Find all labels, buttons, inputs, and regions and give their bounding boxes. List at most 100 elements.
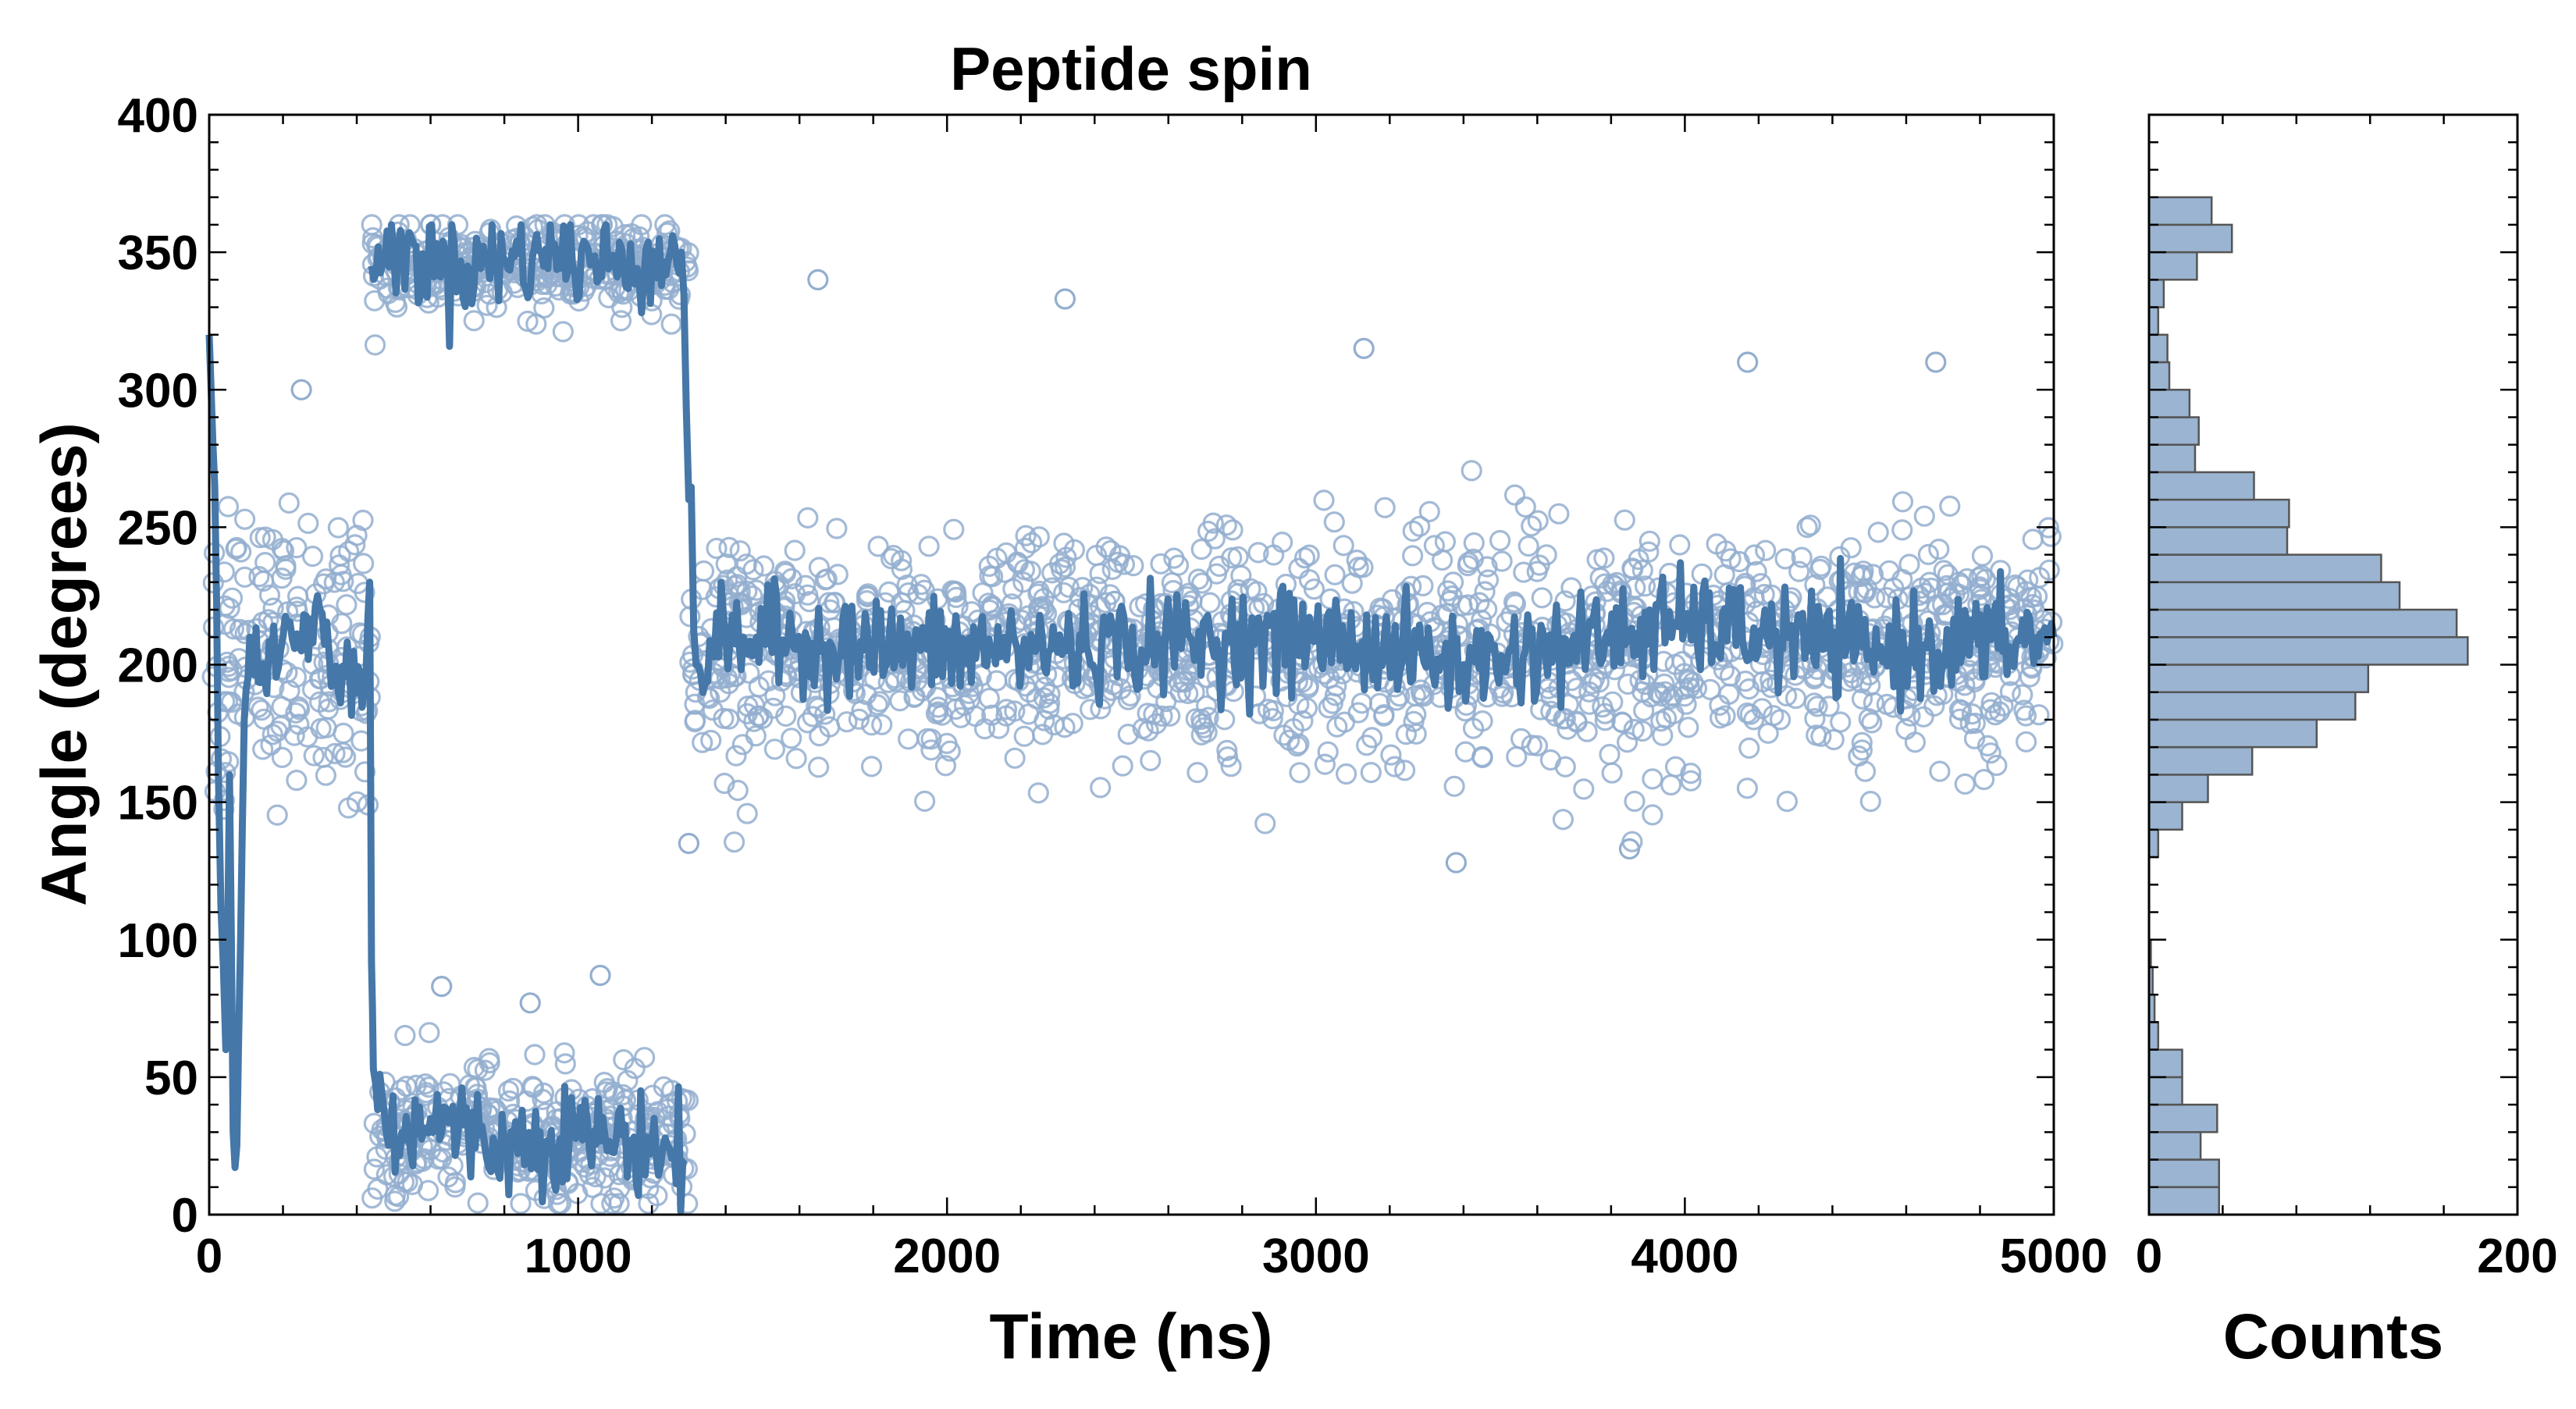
scatter-point <box>1172 671 1194 692</box>
scatter-point <box>1673 678 1695 700</box>
scatter-point <box>727 779 749 802</box>
scatter-point <box>1904 731 1926 753</box>
scatter-point <box>1631 559 1653 582</box>
scatter-point <box>797 584 819 606</box>
scatter-point <box>218 751 240 773</box>
scatter-point <box>1418 500 1440 523</box>
scatter-point <box>1477 569 1500 591</box>
scatter-point <box>1736 777 1758 799</box>
scatter-point <box>552 321 574 343</box>
scatter-point <box>1104 590 1126 613</box>
scatter-point <box>678 832 700 855</box>
x-tick-label: 5000 <box>2000 1229 2108 1283</box>
scatter-point <box>1403 710 1425 732</box>
scatter-point <box>1058 576 1080 598</box>
scatter-point <box>2022 593 2044 616</box>
scatter-point <box>1004 668 1026 691</box>
scatter-point <box>248 565 270 588</box>
scatter-point <box>1033 687 1055 709</box>
scatter-point <box>1361 727 1383 749</box>
scatter-point <box>1578 693 1600 715</box>
scatter-point <box>1589 567 1611 589</box>
scatter-point <box>736 580 758 603</box>
scatter-point <box>335 746 357 768</box>
scatter-point <box>1039 683 1061 705</box>
scatter-point <box>1137 703 1158 724</box>
scatter-point <box>610 310 632 332</box>
scatter-point <box>1791 546 1813 568</box>
scatter-point <box>1335 763 1357 785</box>
scatter-point <box>898 582 920 604</box>
scatter-point <box>781 728 802 749</box>
scatter-point <box>362 227 384 249</box>
scatter-point <box>1959 713 1981 735</box>
scatter-point <box>1867 521 1889 543</box>
scatter-point <box>646 1185 668 1207</box>
scatter-point <box>668 288 690 310</box>
smoothed-angle-line <box>368 221 2058 718</box>
scatter-point <box>418 1076 439 1098</box>
histogram-bar <box>2147 691 2357 721</box>
scatter-point <box>510 1193 532 1215</box>
scatter-point <box>361 1187 383 1209</box>
scatter-point <box>536 273 558 295</box>
scatter-point <box>927 701 949 723</box>
histogram-bar <box>2147 361 2171 391</box>
scatter-point <box>534 214 556 236</box>
scatter-point <box>807 269 829 290</box>
scatter-point <box>926 686 948 709</box>
scatter-point <box>1642 768 1663 790</box>
scatter-point <box>1638 541 1660 563</box>
scatter-point <box>1770 709 1791 731</box>
scatter-point <box>532 1088 553 1111</box>
histogram-bar <box>2147 1186 2220 1216</box>
scatter-point <box>1851 731 1873 753</box>
scatter-point <box>1948 571 1970 593</box>
scatter-point <box>1540 700 1562 722</box>
y-axis-label: Angle (degrees) <box>29 422 100 906</box>
scatter-point <box>217 496 239 518</box>
scatter-point <box>297 512 319 535</box>
scatter-point <box>1303 578 1325 600</box>
scatter-point <box>524 1044 546 1066</box>
scatter-point <box>1167 554 1190 576</box>
scatter-point <box>913 790 936 813</box>
scatter-point <box>1493 682 1514 704</box>
scatter-point <box>1714 705 1736 727</box>
scatter-point <box>1314 753 1336 775</box>
scatter-point <box>254 551 276 574</box>
scatter-point <box>1602 573 1624 596</box>
scatter-point <box>1457 554 1478 577</box>
scatter-point <box>2012 684 2033 706</box>
scatter-point <box>221 587 244 609</box>
scatter-point <box>222 618 244 640</box>
scatter-point <box>1621 557 1643 579</box>
scatter-point <box>1289 762 1311 784</box>
scatter-point <box>585 1165 607 1188</box>
scatter-point <box>386 296 408 318</box>
scatter-point <box>1810 725 1832 747</box>
scatter-point <box>2020 586 2042 608</box>
scatter-point <box>285 666 307 688</box>
scatter-point <box>1220 756 1242 777</box>
scatter-point <box>1923 695 1945 717</box>
scatter-point <box>1410 679 1432 701</box>
scatter-point <box>920 739 942 761</box>
scatter-point <box>1027 583 1049 605</box>
scatter-point <box>336 594 358 616</box>
scatter-point <box>1079 583 1101 606</box>
x-tick-label: 0 <box>196 1229 222 1283</box>
scatter-point <box>1743 544 1766 566</box>
scatter-point <box>731 734 753 756</box>
scatter-point <box>950 706 972 728</box>
scatter-point <box>1650 685 1672 707</box>
scatter-point <box>1503 591 1525 613</box>
scatter-point <box>1086 576 1108 598</box>
scatter-point <box>1891 519 1913 541</box>
scatter-point <box>1393 760 1416 781</box>
scatter-point <box>1928 538 1950 560</box>
histogram-bar <box>2147 251 2198 281</box>
scatter-point <box>1101 558 1123 581</box>
scatter-point <box>1028 526 1050 548</box>
y-tick-label: 100 <box>118 914 198 968</box>
